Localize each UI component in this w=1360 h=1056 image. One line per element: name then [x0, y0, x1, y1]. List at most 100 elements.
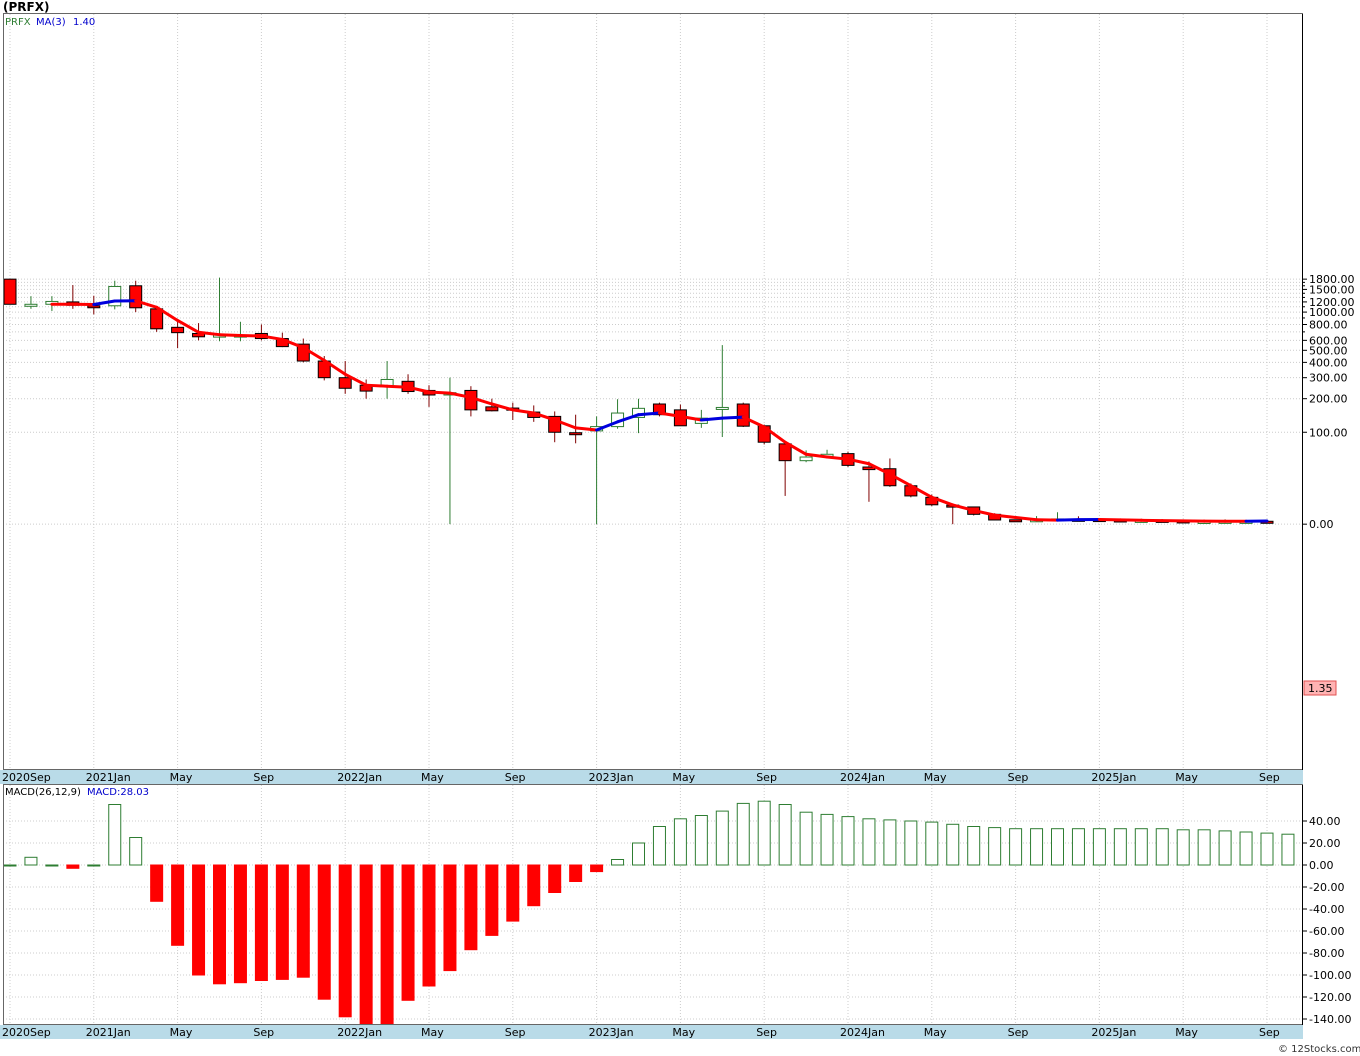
ma-segment-falling — [888, 472, 913, 488]
macd-bar-positive — [1009, 828, 1023, 866]
ma-segment-falling — [490, 402, 515, 412]
candle-down — [171, 326, 185, 334]
ma-segment-falling — [280, 337, 305, 350]
macd-bar-negative — [401, 864, 415, 1001]
price-x-axis: 2020Sep 2021Jan May Sep 2022Jan May Sep 2023Jan… — [2, 771, 1280, 784]
ma-segment-falling — [825, 455, 850, 461]
macd-y-tick-label: -60.00 — [1309, 925, 1344, 938]
ma-legend: MA(3) — [36, 17, 66, 28]
macd-bar-positive — [841, 816, 855, 866]
ma-segment-falling — [804, 452, 829, 459]
macd-y-tick-label: -20.00 — [1309, 881, 1344, 894]
ma-segment-falling — [155, 305, 180, 322]
price-y-tick-label: 1200.00 — [1309, 296, 1355, 309]
macd-bar-negative — [338, 864, 352, 1018]
ma-segment-falling — [783, 440, 808, 456]
price-y-tick-label: 0.00 — [1309, 518, 1334, 531]
candle-down — [569, 432, 583, 436]
price-y-tick-label: 400.00 — [1309, 356, 1348, 369]
candle-down — [736, 403, 750, 427]
price-x-tick-label: 2025Jan — [1091, 771, 1136, 784]
ma-segment-falling — [762, 425, 787, 444]
ma-segment-rising — [595, 420, 620, 432]
ma-segment-falling — [197, 330, 221, 337]
ma-segment-falling — [993, 513, 1018, 519]
ma-segment-falling — [322, 358, 347, 376]
macd-y-tick-label: 20.00 — [1309, 837, 1341, 850]
macd-bar-positive — [1260, 832, 1274, 866]
macd-x-tick-label: Sep — [505, 1026, 526, 1039]
candle-down — [87, 305, 101, 309]
macd-bar-positive — [24, 856, 38, 866]
price-x-tick-label: 2024Jan — [840, 771, 885, 784]
price-x-tick-label: May — [421, 771, 444, 784]
macd-bar-negative — [443, 864, 457, 972]
macd-bar-positive — [1134, 828, 1148, 866]
macd-bar-positive — [1197, 829, 1211, 866]
macd-bar-negative — [590, 864, 604, 873]
price-y-tick-label: 1000.00 — [1309, 306, 1355, 319]
ma-segment-rising — [637, 411, 661, 417]
ma-segment-falling — [678, 414, 703, 422]
ma-segment-falling — [574, 426, 599, 432]
macd-bar-positive — [673, 818, 687, 866]
macd-x-tick-label: Sep — [756, 1026, 777, 1039]
macd-y-tick-label: -140.00 — [1309, 1013, 1351, 1026]
macd-x-tick-label: 2020Sep — [2, 1026, 51, 1039]
price-y-tick-label: 800.00 — [1309, 318, 1348, 331]
macd-bar-positive — [1239, 831, 1253, 866]
macd-bar-positive — [632, 842, 645, 866]
macd-x-tick-label: 2025Jan — [1091, 1026, 1136, 1039]
ma-value: 1.40 — [73, 17, 95, 28]
macd-bar-positive — [904, 820, 918, 866]
ma-segment-rising — [699, 416, 724, 422]
price-y-tick-label: 100.00 — [1309, 426, 1348, 439]
ma-segment-falling — [406, 385, 431, 394]
ma-segment-falling — [448, 391, 473, 399]
price-y-tick-label: 300.00 — [1309, 372, 1348, 385]
macd-x-tick-label: 2024Jan — [840, 1026, 885, 1039]
macd-bar-positive — [820, 813, 834, 866]
macd-bar-positive — [45, 864, 59, 867]
macd-bar-positive — [946, 823, 960, 866]
macd-y-tick-label: -120.00 — [1309, 991, 1351, 1004]
macd-bar-negative — [359, 864, 373, 1029]
candle-down — [485, 406, 499, 412]
price-y-tick-label: 1500.00 — [1309, 283, 1355, 296]
macd-y-tick-label: -40.00 — [1309, 903, 1344, 916]
macd-bar-negative — [485, 864, 499, 936]
ma-segment-rising — [720, 415, 745, 420]
price-x-tick-label: 2023Jan — [589, 771, 634, 784]
macd-bar-negative — [233, 864, 247, 984]
ma-segment-falling — [301, 346, 326, 362]
ma-segment-falling — [385, 384, 410, 389]
macd-bar-positive — [715, 810, 729, 866]
macd-bar-positive — [108, 804, 122, 866]
macd-y-tick-label: -100.00 — [1309, 969, 1351, 982]
ma-segment-falling — [364, 383, 389, 388]
macd-bar-negative — [380, 864, 394, 1025]
macd-bar-positive — [799, 811, 813, 866]
candle-up — [799, 456, 813, 462]
macd-y-tick-label: -80.00 — [1309, 947, 1344, 960]
price-x-tick-label: Sep — [1008, 771, 1029, 784]
price-y-tick-label: 200.00 — [1309, 393, 1348, 406]
ma-segment-falling — [930, 495, 955, 507]
macd-bar-positive — [1155, 828, 1169, 866]
price-y-tick-label: 1800.00 — [1309, 273, 1355, 286]
macd-x-tick-label: Sep — [1259, 1026, 1280, 1039]
macd-bar-positive — [1030, 828, 1044, 866]
ma-segment-falling — [134, 299, 159, 309]
price-x-tick-label: May — [924, 771, 947, 784]
macd-bar-positive — [1071, 828, 1085, 866]
macd-bar-negative — [171, 864, 185, 946]
macd-x-tick-label: 2022Jan — [337, 1026, 382, 1039]
watermark: © 12Stocks.com — [1278, 1044, 1360, 1055]
candle-down — [129, 285, 143, 309]
macd-x-tick-label: Sep — [253, 1026, 274, 1039]
macd-bar-negative — [464, 864, 478, 951]
candle-up — [715, 406, 729, 410]
macd-bar-positive — [652, 826, 666, 866]
macd-value-label: MACD:28.03 — [87, 787, 149, 798]
price-x-tick-label: May — [1175, 771, 1198, 784]
